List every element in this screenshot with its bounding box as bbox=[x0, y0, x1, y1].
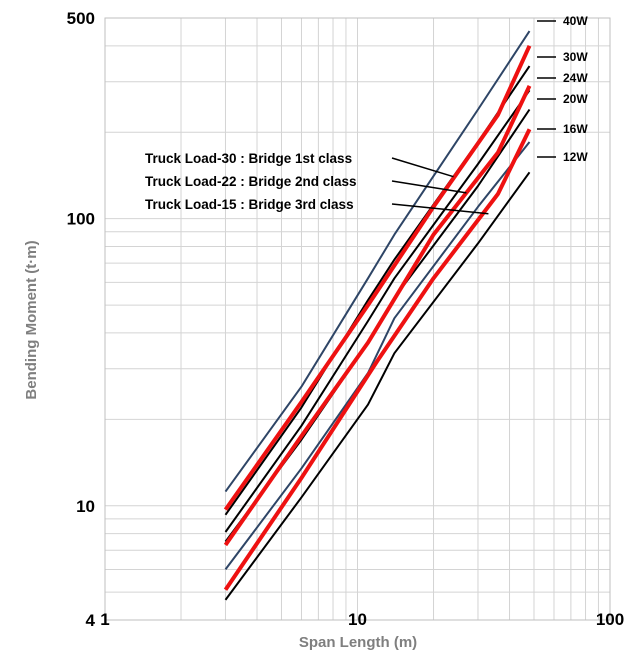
y-tick-label: 4 bbox=[86, 611, 96, 630]
y-tick-label: 500 bbox=[67, 9, 95, 28]
tick-labels: 1 10 100 4 10 100 500 bbox=[67, 9, 625, 630]
line-label-40w: 40W bbox=[563, 14, 588, 28]
line-label-16w: 16W bbox=[563, 122, 588, 136]
line-label-12w: 12W bbox=[563, 150, 588, 164]
y-axis-title: Bending Moment (t·m) bbox=[23, 240, 40, 399]
annotations: Truck Load-30 : Bridge 1st class Truck Lo… bbox=[145, 151, 489, 215]
series-line-16w bbox=[224, 141, 531, 571]
annotation-label: Truck Load-30 : Bridge 1st class bbox=[145, 151, 352, 166]
annotation-leader bbox=[391, 203, 489, 215]
series-lines bbox=[223, 30, 532, 601]
annotation-label: Truck Load-15 : Bridge 3rd class bbox=[145, 197, 354, 212]
line-label-30w: 30W bbox=[563, 50, 588, 64]
series-line-truck-load-22-bridge-2nd-class bbox=[223, 85, 532, 547]
line-label-24w: 24W bbox=[563, 71, 588, 85]
y-tick-label: 100 bbox=[67, 210, 95, 229]
plot-area-border bbox=[104, 17, 611, 621]
series-line-truck-load-30-bridge-1st-class bbox=[223, 44, 532, 511]
annotation-leader bbox=[391, 157, 454, 178]
series-line-truck-load-15-bridge-3rd-class bbox=[223, 128, 532, 591]
line-labels: 40W 30W 24W 20W 16W 12W bbox=[537, 14, 588, 164]
x-tick-label: 10 bbox=[348, 610, 367, 629]
series-line-40w bbox=[224, 30, 531, 493]
series-line-12w bbox=[224, 171, 531, 601]
annotation-leader bbox=[391, 180, 467, 194]
line-label-20w: 20W bbox=[563, 92, 588, 106]
x-tick-label: 1 bbox=[100, 610, 109, 629]
annotation-label: Truck Load-22 : Bridge 2nd class bbox=[145, 174, 357, 189]
x-axis-title: Span Length (m) bbox=[299, 634, 417, 651]
series-line-24w bbox=[224, 89, 531, 533]
y-tick-label: 10 bbox=[76, 497, 95, 516]
x-tick-label: 100 bbox=[596, 610, 624, 629]
